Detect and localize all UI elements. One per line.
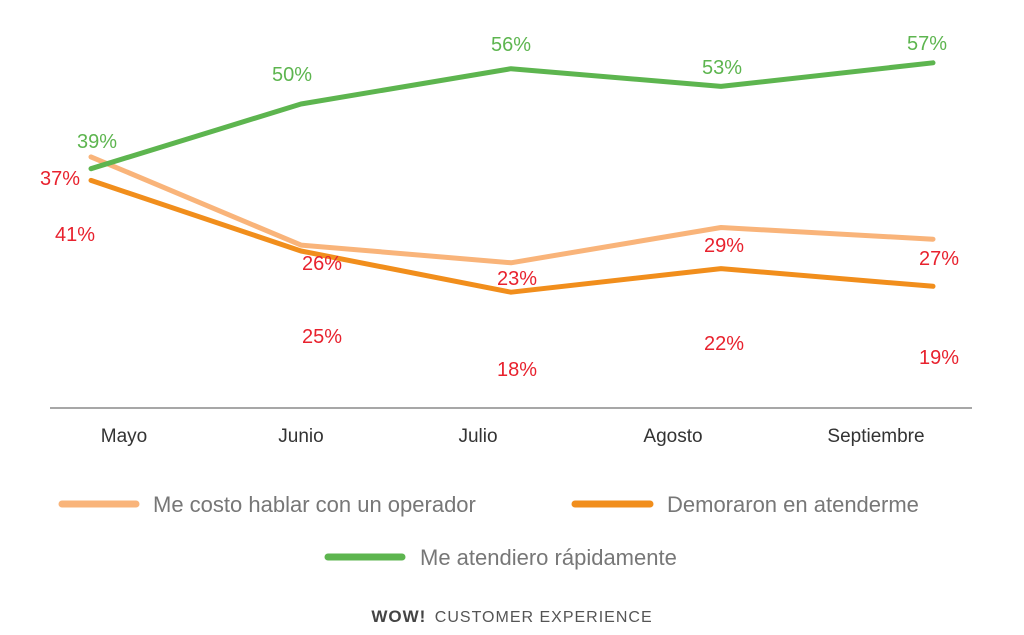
data-label: 22% <box>704 333 744 355</box>
series-line-0 <box>88 154 936 266</box>
data-label: 50% <box>272 64 312 86</box>
data-label: 27% <box>919 248 959 270</box>
data-label: 23% <box>497 268 537 290</box>
legend-label: Demoraron en atenderme <box>667 492 919 517</box>
data-label: 39% <box>77 131 117 153</box>
x-tick-label: Septiembre <box>827 426 924 447</box>
data-label: 29% <box>704 235 744 257</box>
brand-logo: WOW! CUSTOMER EXPERIENCE <box>371 607 652 626</box>
series-line-2 <box>88 60 936 172</box>
data-label: 37% <box>40 168 80 190</box>
data-labels: 41% 26% 23% 29% 27% 37% 25% 18% 22% 19% 39% 50% 56% 5… <box>40 33 959 381</box>
data-label: 18% <box>497 359 537 381</box>
brand-logo-text: WOW! <box>371 607 426 626</box>
legend-label: Me costo hablar con un operador <box>153 492 476 517</box>
legend-label: Me atendiero rápidamente <box>420 545 677 570</box>
brand-name: CUSTOMER EXPERIENCE <box>435 609 653 626</box>
data-label: 19% <box>919 347 959 369</box>
svg-text:WOW! CUSTOMER EXPERIENCE: WOW! CUSTOMER EXPERIENCE <box>371 607 652 626</box>
data-label: 57% <box>907 33 947 55</box>
series-line-1 <box>88 177 936 295</box>
data-label: 25% <box>302 326 342 348</box>
data-label: 53% <box>702 57 742 79</box>
data-label: 26% <box>302 253 342 275</box>
x-axis-ticks: Mayo Junio Julio Agosto Septiembre <box>101 426 925 447</box>
series-lines <box>88 60 936 295</box>
data-label: 41% <box>55 224 95 246</box>
x-tick-label: Junio <box>278 426 323 447</box>
x-tick-label: Agosto <box>643 426 702 447</box>
x-tick-label: Mayo <box>101 426 147 447</box>
legend: Me costo hablar con un operador Demoraron… <box>58 492 919 570</box>
data-label: 56% <box>491 34 531 56</box>
x-tick-label: Julio <box>458 426 497 447</box>
